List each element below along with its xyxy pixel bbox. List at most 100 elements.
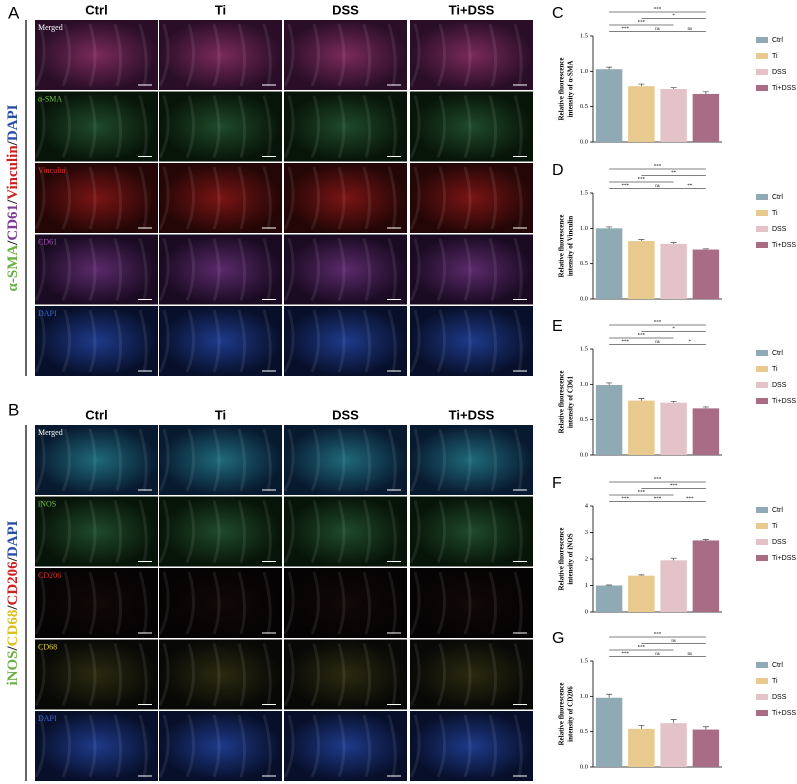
tissue-fold: [488, 309, 497, 373]
tissue-fold: [337, 643, 346, 707]
micrograph: [159, 711, 282, 781]
tissue-fold: [34, 643, 46, 707]
bar: [595, 69, 623, 142]
tissue-fold: [212, 428, 221, 492]
micrograph: [35, 639, 158, 710]
micrograph: [410, 568, 533, 638]
tissue-fold: [262, 309, 272, 373]
tissue-fold: [237, 238, 246, 301]
bar: [628, 241, 655, 299]
tissue-fold: [185, 166, 196, 230]
y-tick-label: 0.5: [580, 103, 588, 110]
side-label-part: CD206: [5, 561, 21, 606]
micrograph: [284, 425, 407, 495]
panel-letter: A: [8, 3, 20, 22]
bar: [628, 575, 655, 612]
y-axis-label: Relative fluorescence: [558, 527, 566, 590]
significance-label: ***: [654, 633, 662, 638]
tissue-fold: [113, 95, 122, 158]
error-bar: [670, 87, 677, 89]
tissue-fold: [513, 500, 523, 563]
tissue-fold: [409, 714, 421, 778]
tissue-fold: [310, 571, 321, 635]
tissue-fold: [436, 309, 447, 373]
tissue-fold: [237, 95, 246, 158]
tissue-fold: [409, 166, 421, 230]
tissue-fold: [262, 643, 272, 706]
tissue-fold: [88, 309, 97, 373]
column-header: Ti+DSS: [449, 2, 495, 17]
significance-label: ns: [655, 652, 660, 657]
tissue-fold: [34, 428, 46, 492]
tissue-fold: [436, 571, 447, 635]
legend-label: Ti+DSS: [772, 555, 796, 562]
tissue-fold: [362, 643, 371, 706]
side-label-part: Vinculin: [5, 145, 21, 200]
tissue-fold: [362, 428, 371, 492]
tissue-fold: [436, 500, 447, 564]
tissue-fold: [61, 500, 72, 564]
tissue-fold: [237, 166, 246, 230]
channel-label: Merged: [38, 428, 63, 437]
micrograph: [35, 20, 158, 90]
tissue-fold: [310, 23, 321, 87]
tissue-fold: [138, 95, 148, 158]
significance-label: ns: [655, 184, 660, 189]
tissue-fold: [34, 95, 46, 159]
tissue-fold: [34, 500, 46, 564]
significance-label: ***: [654, 497, 662, 502]
legend-swatch: [756, 662, 768, 668]
chart-letter: F: [552, 475, 562, 492]
tissue-fold: [488, 238, 497, 301]
bar: [692, 93, 720, 142]
tissue-fold: [88, 643, 97, 707]
tissue-fold: [34, 238, 46, 302]
tissue-fold: [337, 23, 346, 87]
tissue-fold: [488, 571, 497, 635]
side-label-part: DAPI: [5, 104, 21, 141]
legend-label: Ctrl: [772, 194, 783, 201]
tissue-fold: [283, 571, 295, 635]
micrograph: [410, 425, 533, 495]
tissue-fold: [362, 714, 371, 778]
significance-label: *: [672, 14, 675, 19]
tissue-fold: [113, 166, 122, 230]
y-tick-label: 1.0: [580, 381, 588, 388]
micrograph: [159, 425, 282, 495]
tissue-fold: [34, 309, 46, 373]
error-bar: [702, 406, 709, 409]
chart-letter: G: [552, 630, 564, 647]
tissue-fold: [138, 643, 148, 706]
tissue-fold: [310, 95, 321, 159]
tissue-fold: [113, 309, 122, 373]
legend-swatch: [756, 85, 768, 91]
tissue-fold: [387, 309, 397, 373]
tissue-fold: [409, 95, 421, 159]
tissue-fold: [488, 643, 497, 706]
column-header: Ti+DSS: [449, 407, 495, 422]
legend-label: Ti: [772, 366, 778, 373]
tissue-fold: [436, 643, 447, 707]
significance-label: *: [689, 340, 692, 345]
micrograph: [159, 234, 282, 305]
bar: [628, 728, 655, 767]
legend-swatch: [756, 210, 768, 216]
bar: [660, 89, 687, 142]
y-tick-label: 1.5: [580, 345, 588, 352]
y-tick-label: 1.5: [580, 189, 588, 196]
y-tick-label: 0.5: [580, 728, 588, 735]
tissue-fold: [34, 714, 46, 778]
micrograph: [410, 639, 533, 710]
micrograph: [35, 568, 158, 638]
significance-label: ***: [686, 497, 694, 502]
tissue-fold: [61, 166, 72, 230]
tissue-fold: [88, 428, 97, 492]
tissue-fold: [436, 166, 447, 230]
legend-label: Ctrl: [772, 37, 783, 44]
tissue-fold: [185, 500, 196, 564]
legend-swatch: [756, 37, 768, 43]
tissue-fold: [185, 643, 196, 707]
chart-letter: C: [552, 5, 564, 22]
tissue-fold: [262, 166, 272, 230]
